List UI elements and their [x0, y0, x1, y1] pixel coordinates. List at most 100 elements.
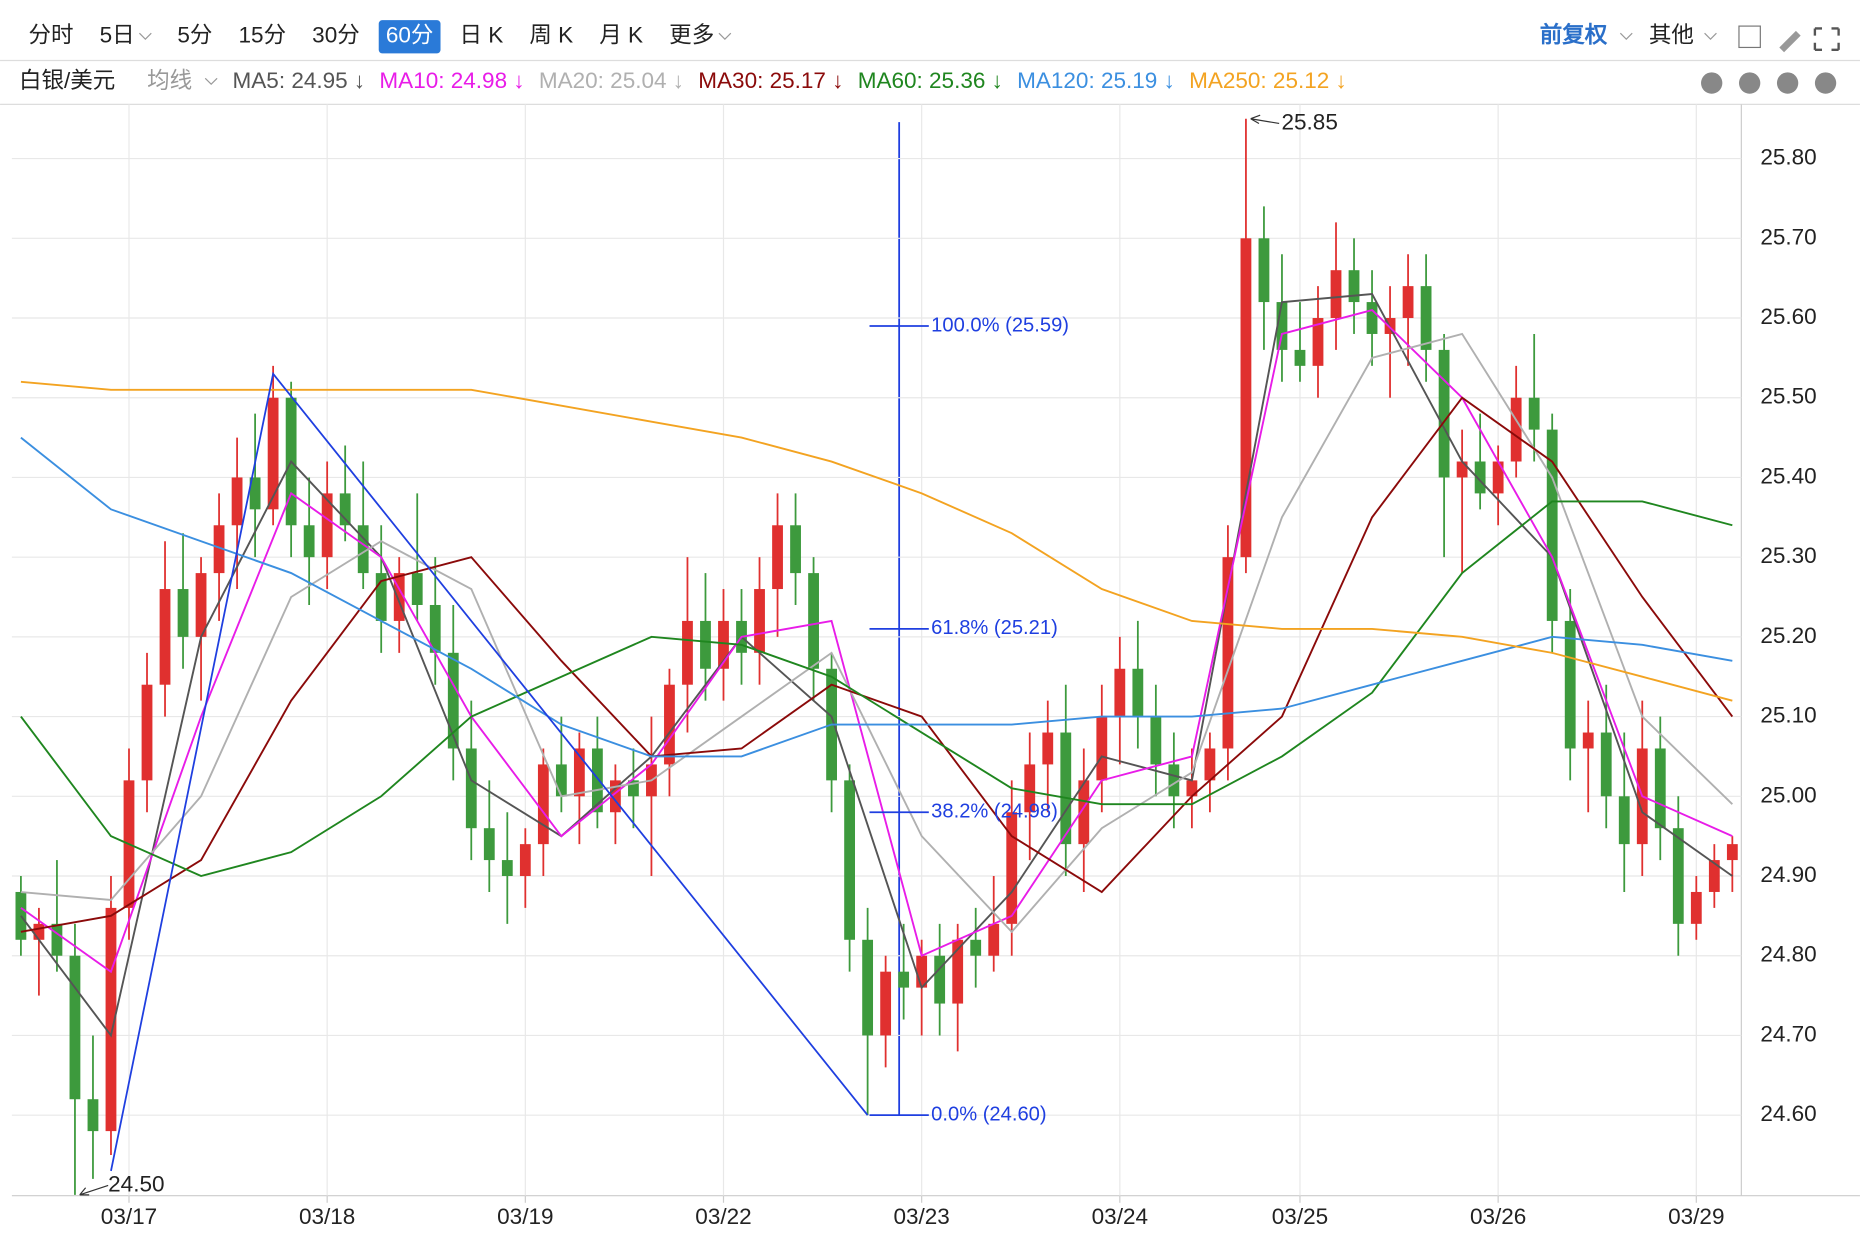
candle-body [772, 525, 783, 590]
y-tick-label: 24.60 [1760, 1101, 1816, 1126]
candle-body [1330, 270, 1342, 319]
trendline [110, 371, 869, 1172]
candle-body [952, 939, 964, 1004]
other-menu[interactable]: 其他 [1649, 23, 1694, 48]
candle-body [844, 780, 856, 940]
candle-body [1528, 397, 1540, 430]
candle-body [1726, 844, 1738, 861]
zoom-out[interactable] [1701, 72, 1723, 94]
candle-body [1060, 732, 1072, 845]
candle-body [69, 955, 81, 1100]
candle-body [1456, 461, 1468, 478]
candle-body [1096, 716, 1108, 781]
candle-body [1474, 461, 1486, 494]
ma-line [20, 293, 1733, 1038]
ma-line [20, 309, 1733, 974]
candle-body [970, 939, 982, 956]
candle-body [1132, 668, 1144, 717]
candle-body [1690, 891, 1702, 924]
x-tick-label: 03/29 [1668, 1204, 1724, 1229]
candle-body [700, 620, 711, 669]
tab[interactable]: 月 K [599, 23, 643, 48]
tab[interactable]: 日 K [459, 23, 503, 48]
x-tick-label: 03/18 [299, 1204, 355, 1229]
y-tick-label: 25.50 [1760, 384, 1816, 409]
ma-line [20, 380, 1733, 702]
candle-body [141, 684, 153, 781]
candle-body [249, 477, 261, 510]
dropdown-icon [204, 77, 218, 86]
candle-body [267, 397, 279, 510]
candle-body [988, 923, 1000, 956]
table-icon[interactable] [1738, 25, 1761, 49]
adjust-menu[interactable]: 前复权 [1540, 22, 1608, 48]
tab[interactable]: 30分 [312, 23, 360, 48]
tab[interactable]: 分时 [29, 23, 74, 48]
candle-body [555, 764, 567, 797]
settings[interactable] [1776, 72, 1799, 94]
candle-body [1546, 429, 1558, 621]
legend-entry: MA60: 25.36 ↓ [858, 68, 1003, 93]
candle-body [1276, 302, 1288, 350]
candle-body [880, 971, 892, 1036]
low-label: 24.50 [108, 1171, 164, 1196]
candle-body [1150, 716, 1162, 765]
candle-body [51, 923, 63, 956]
legend-entry: MA120: 25.19 ↓ [1017, 68, 1175, 93]
candle-body [790, 525, 801, 574]
dropdown-icon [1704, 32, 1717, 40]
candle-body [1618, 796, 1630, 845]
tab[interactable]: 15分 [239, 23, 287, 48]
ma-menu[interactable]: 均线 [147, 68, 192, 93]
candle-body [1420, 286, 1432, 350]
y-tick-label: 25.70 [1760, 224, 1816, 249]
candle-body [1114, 668, 1126, 717]
candle-body [447, 652, 459, 749]
candle-body [808, 573, 819, 669]
tab[interactable]: 60分 [386, 23, 434, 48]
candle-body [934, 955, 946, 1004]
legend-entry: MA20: 25.04 ↓ [539, 68, 684, 93]
candle-body [1708, 860, 1720, 892]
candle-body [1024, 764, 1036, 813]
candle-body [1078, 780, 1090, 845]
symbol: 白银/美元 [19, 68, 115, 93]
candle-body [1654, 748, 1666, 829]
y-tick-label: 24.80 [1760, 942, 1816, 967]
candle-body [1006, 812, 1018, 924]
toolbar: 分时 5日 5分 15分 30分 60分日 K 周 K 月 K 更多 [29, 20, 732, 54]
candle-body [177, 589, 189, 637]
candle-body [501, 860, 513, 877]
ma-line [20, 500, 1733, 877]
candle-body [628, 780, 639, 797]
high-label: 25.85 [1282, 109, 1338, 134]
fib-label: 61.8% (25.21) [931, 617, 1058, 639]
candle-body [105, 907, 117, 1132]
tab[interactable]: 5日 [100, 23, 135, 48]
tab[interactable]: 5分 [177, 23, 212, 48]
y-tick-label: 25.60 [1760, 304, 1816, 329]
tab[interactable]: 周 K [529, 23, 573, 48]
dropdown-icon [1619, 32, 1633, 40]
candle-body [375, 573, 387, 621]
draw-icon[interactable] [1779, 30, 1801, 53]
candle-body [1438, 349, 1450, 478]
close[interactable] [1814, 72, 1837, 94]
fib-label: 38.2% (24.98) [931, 801, 1058, 823]
candle-body [862, 939, 874, 1036]
fullscreen-icon[interactable] [1813, 27, 1840, 52]
x-tick-label: 03/22 [695, 1204, 751, 1229]
candle-body [159, 589, 171, 685]
y-tick-label: 24.90 [1760, 862, 1816, 887]
candle-body [898, 971, 910, 988]
tab[interactable]: 更多 [669, 23, 714, 48]
legend-entry: MA250: 25.12 ↓ [1189, 68, 1347, 93]
zoom-in[interactable] [1738, 72, 1761, 94]
ma-line [20, 436, 1733, 758]
candle-body [321, 493, 333, 558]
ma-line [20, 332, 1733, 934]
candle-body [87, 1099, 99, 1132]
y-tick-label: 25.40 [1760, 463, 1816, 488]
candle-body [303, 525, 315, 558]
